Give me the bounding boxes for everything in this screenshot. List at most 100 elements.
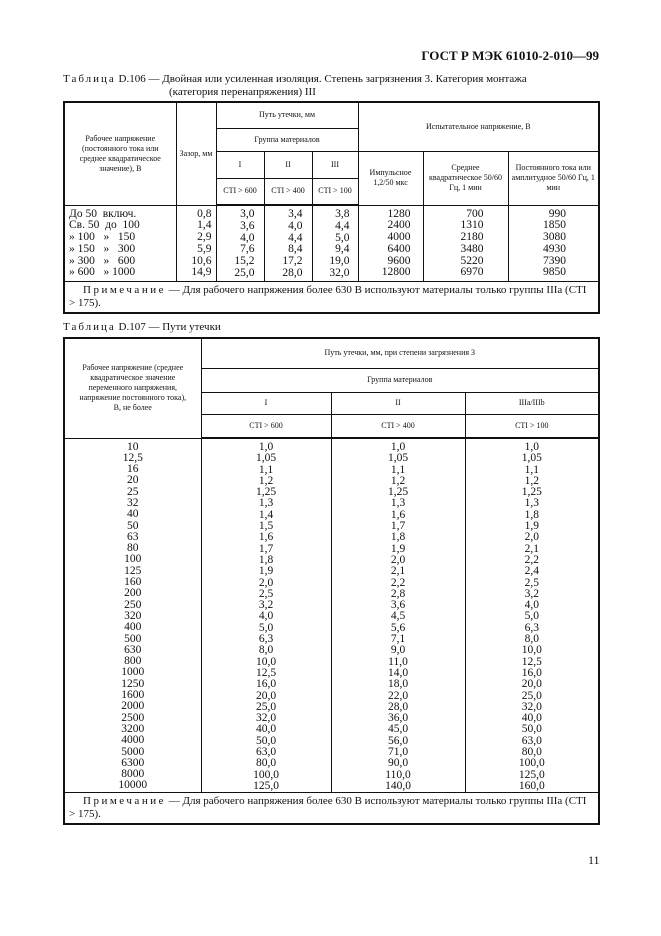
- table-cell: 14,0: [387, 666, 409, 679]
- table-cell: 990: [548, 207, 567, 220]
- table-cell: 1,8: [524, 508, 539, 521]
- table-cell: 1310: [460, 219, 484, 232]
- table-cell: 9600: [387, 254, 411, 267]
- table-cell: 9,4: [335, 243, 350, 256]
- table-cell: 1,7: [258, 542, 274, 555]
- table-cell: 1,4: [197, 219, 212, 232]
- table-cell: 5,0: [524, 610, 539, 623]
- header-dc: Постоянного тока или амплитудное 50/60 Г…: [507, 150, 600, 206]
- table-cell: 25,0: [234, 266, 255, 279]
- table-cell: 45,0: [387, 723, 409, 736]
- table-cell: 630: [124, 643, 142, 656]
- data-column-7: 700 1310 2180 3480 5220 6970: [422, 205, 509, 281]
- table-cell: » 150 » 300: [69, 242, 136, 255]
- table-cell: 12,5: [521, 655, 542, 668]
- table-cell: 10,0: [521, 644, 542, 657]
- table-cell: 1,5: [258, 520, 274, 533]
- table-cell: 1,1: [524, 463, 539, 476]
- table-cell: 10000: [118, 779, 148, 792]
- table-cell: 8000: [121, 768, 145, 781]
- data-column-3: 1,0 1,05 1,1 1,2 1,25 1,3 1,6 1,7 1,8 1,9 2,0 2,1 2,…: [330, 438, 466, 793]
- table-cell: 1,25: [521, 486, 542, 499]
- table-cell: 1,8: [390, 531, 406, 544]
- table-cell: 2,5: [524, 576, 539, 589]
- table-cell: Св. 50 до 100: [69, 219, 140, 232]
- table-cell: 1,3: [258, 497, 274, 510]
- table-cell: 3080: [543, 231, 567, 244]
- table-cell: » 100 » 150: [69, 231, 136, 244]
- table-cell: 1,25: [255, 486, 277, 499]
- table-cell: 1,9: [524, 520, 539, 533]
- table-cell: 2,4: [524, 565, 539, 578]
- table-cell: 3,2: [258, 599, 274, 612]
- table-cell: 4,5: [390, 610, 406, 623]
- table-cell: 18,0: [387, 678, 409, 691]
- table-cell: 1250: [121, 677, 145, 690]
- table-cell: 40,0: [521, 712, 542, 725]
- table-cell: 8,0: [258, 644, 274, 657]
- table-cell: 15,2: [234, 255, 255, 268]
- table-cell: 2,1: [390, 565, 406, 578]
- table-cell: 56,0: [387, 734, 409, 747]
- table-cell: 32,0: [329, 266, 350, 279]
- data-column-1: 10 12,5 16 20 25 32 40 50 63 80 100 125 160 200 250 320…: [63, 438, 202, 793]
- header-rms: Среднее квадратическое 50/60 Гц, 1 мин: [422, 150, 509, 206]
- table-cell: 1,05: [255, 452, 277, 465]
- table-cell: 16,0: [521, 666, 542, 679]
- table-cell: 11,0: [388, 655, 408, 668]
- header-cti-600: CTI > 600: [215, 177, 265, 206]
- table-cell: 1,7: [390, 520, 406, 533]
- table1-note: Примечание — Для рабочего напряжения бол…: [63, 280, 600, 313]
- table-cell: 320: [124, 609, 142, 622]
- table-cell: 28,0: [282, 266, 303, 279]
- table-cell: 71,0: [387, 746, 409, 759]
- table-cell: 100: [124, 553, 142, 566]
- header-material-group: Группа материалов: [200, 367, 600, 393]
- data-column-5: 3,8 4,4 5,0 9,4 19,0 32,0: [311, 205, 359, 281]
- table-cell: 200: [124, 587, 142, 600]
- table-cell: 10,6: [191, 254, 212, 267]
- table-cell: 25,0: [521, 689, 542, 702]
- table-cell: 10: [127, 440, 139, 453]
- table-cell: 36,0: [387, 712, 409, 725]
- table-cell: 80,0: [521, 746, 542, 759]
- table-cell: 10,0: [255, 655, 277, 668]
- table-cell: 1,05: [387, 452, 409, 465]
- data-column-4: 3,4 4,0 4,4 8,4 17,2 28,0: [263, 205, 313, 281]
- table-cell: 2,5: [258, 587, 274, 600]
- note-label: Примечание: [83, 283, 166, 296]
- table-cell: 40,0: [255, 723, 277, 736]
- table-cell: 3480: [460, 242, 484, 255]
- table-cell: 20: [127, 474, 139, 487]
- table-cell: 3,0: [240, 208, 255, 220]
- table-cell: 2,9: [197, 231, 212, 244]
- caption-text: D.107 — Пути утечки: [115, 321, 221, 333]
- table-cell: 110,0: [385, 768, 411, 781]
- header-group-3: IIIa/IIIb: [464, 391, 600, 415]
- table-cell: 1850: [543, 219, 567, 232]
- table-cell: 5000: [121, 745, 145, 758]
- table-cell: До 50 включ.: [69, 207, 137, 220]
- table-cell: 7,6: [240, 243, 255, 256]
- table-d106: Рабочее напряжение (постоянного тока или…: [63, 101, 601, 314]
- table-cell: 12,5: [255, 666, 277, 679]
- table-cell: 3,4: [288, 208, 303, 220]
- table-cell: 16,0: [255, 678, 277, 691]
- data-column-1: До 50 включ. Св. 50 до 100» 100 » 150» 15…: [63, 205, 177, 281]
- table-cell: 7,1: [390, 633, 406, 646]
- header-group-1: I: [200, 391, 332, 415]
- table-cell: 90,0: [387, 757, 409, 770]
- table-cell: 1,0: [524, 441, 539, 453]
- table-cell: 1,2: [258, 474, 274, 487]
- table-cell: 3,6: [240, 219, 255, 232]
- table-cell: 2000: [121, 700, 145, 713]
- header-voltage: Рабочее напряжение (постоянного тока или…: [63, 101, 177, 206]
- table-cell: 1,8: [258, 553, 274, 566]
- table2-note: Примечание — Для рабочего напряжения бол…: [63, 792, 600, 825]
- table-cell: 12,5: [122, 451, 143, 464]
- caption-label: Таблица: [63, 73, 116, 85]
- table-cell: 2,8: [390, 587, 406, 600]
- table-cell: 63: [127, 530, 139, 543]
- header-gap: Зазор, мм: [175, 101, 217, 206]
- data-column-3: 3,0 3,6 4,0 7,6 15,2 25,0: [215, 205, 265, 281]
